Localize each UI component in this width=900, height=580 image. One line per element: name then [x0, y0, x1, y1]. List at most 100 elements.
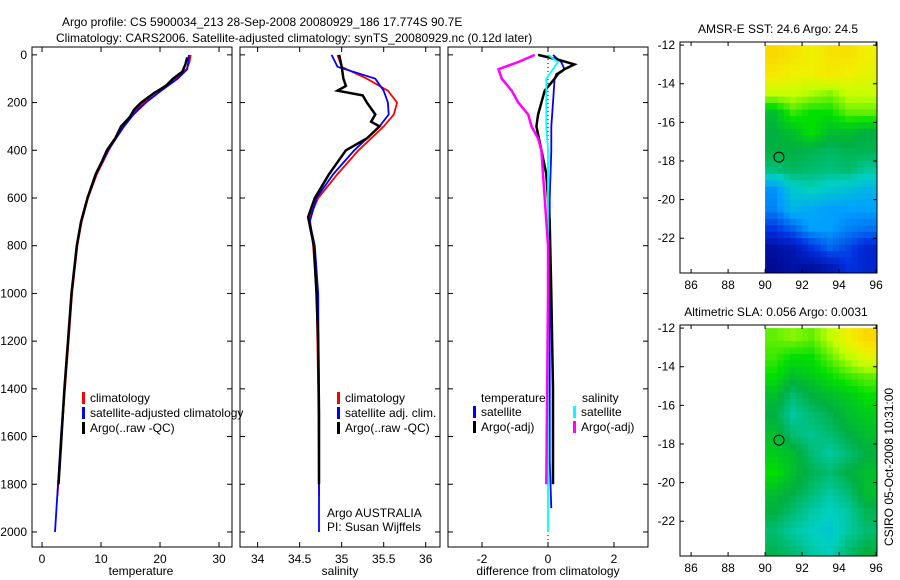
map-cell [808, 77, 816, 85]
map-cell [765, 540, 772, 548]
map-cell [771, 77, 779, 85]
map-cell [845, 527, 852, 535]
map-cell [832, 534, 840, 542]
map-cell [826, 264, 834, 271]
map-cell [851, 501, 859, 509]
map-cell [869, 373, 877, 381]
map-cell [777, 501, 785, 509]
map-cell [783, 199, 791, 207]
map-cell [765, 456, 772, 464]
map-cell [795, 353, 803, 361]
map-cell [802, 386, 809, 393]
map-cell [857, 77, 865, 85]
map-cell [832, 521, 840, 529]
map-cell [857, 379, 865, 387]
map-cell [826, 238, 834, 246]
map-cell [845, 405, 852, 413]
x-tick-label: 90 [758, 278, 772, 292]
map-cell [789, 534, 797, 542]
map-cell [832, 328, 840, 336]
map-cell [826, 70, 834, 78]
map-cell [783, 463, 791, 471]
map-cell [771, 508, 779, 516]
map-cell [802, 534, 809, 542]
map-cell [820, 360, 828, 368]
map-cell [857, 405, 865, 413]
map-cell [777, 341, 785, 348]
legend-swatch [337, 422, 340, 434]
map-cell [771, 244, 779, 252]
map-cell [777, 456, 785, 464]
map-cell [845, 83, 852, 91]
map-cell [857, 83, 865, 91]
map-cell [820, 109, 828, 117]
map-cell [851, 141, 859, 149]
map-cell [814, 424, 822, 432]
map-cell [820, 444, 828, 451]
map-cell [771, 534, 779, 542]
map-cell [795, 469, 803, 477]
map-cell [777, 347, 785, 355]
map-cell [795, 141, 803, 149]
legend-difference: temperature salinitysatelliteArgo(-adj)sa… [473, 391, 634, 434]
map-cell [832, 206, 840, 213]
map-cell [777, 398, 785, 406]
map-cell [845, 51, 852, 59]
map-cell [832, 373, 840, 381]
y-tick-label: -12 [658, 38, 676, 52]
map-cell [808, 405, 816, 413]
map-cell [845, 411, 852, 419]
map-cell [845, 58, 852, 65]
map-cell [802, 58, 809, 65]
map-cell [820, 77, 828, 85]
map-cell [795, 411, 803, 419]
map-cell [839, 495, 846, 503]
map-cell [845, 122, 852, 130]
map-cell [771, 553, 779, 556]
map-cell [765, 398, 772, 406]
map-cell [820, 411, 828, 419]
map-cell [789, 206, 797, 213]
map-cell [814, 70, 822, 78]
map-cell [863, 386, 871, 393]
map-cell [795, 58, 803, 65]
map-cell [832, 264, 840, 271]
map-cell [814, 379, 822, 387]
map-cell [869, 135, 877, 143]
map-cell [820, 431, 828, 439]
map-cell [869, 109, 877, 117]
map-cell [869, 206, 877, 213]
map-cell [820, 353, 828, 361]
map-cell [826, 398, 834, 406]
map-cell [826, 218, 834, 226]
map-cell [839, 437, 846, 445]
map-cell [869, 398, 877, 406]
map-cell [820, 514, 828, 522]
map-cell [789, 251, 797, 259]
map-cell [789, 386, 797, 393]
map-cell [869, 431, 877, 439]
x-tick-label: 0 [39, 552, 46, 566]
map-cell [826, 122, 834, 130]
map-cell [783, 154, 791, 162]
map-cell [826, 514, 834, 522]
map-cell [777, 218, 785, 226]
map-cell [771, 431, 779, 439]
map-cell [851, 386, 859, 393]
map-cell [802, 424, 809, 432]
map-cell [857, 341, 865, 348]
x-tick-label: 92 [795, 561, 809, 575]
map-cell [765, 495, 772, 503]
map-cell [765, 482, 772, 490]
map-cell [765, 128, 772, 136]
map-cell [820, 58, 828, 65]
map-cell [814, 366, 822, 374]
map-cell [845, 115, 852, 123]
map-cell [777, 444, 785, 451]
map-cell [808, 122, 816, 130]
map-cell [845, 379, 852, 387]
map-cell [845, 501, 852, 509]
map-cell [845, 508, 852, 516]
map-cell [839, 70, 846, 78]
map-cell [808, 553, 816, 556]
